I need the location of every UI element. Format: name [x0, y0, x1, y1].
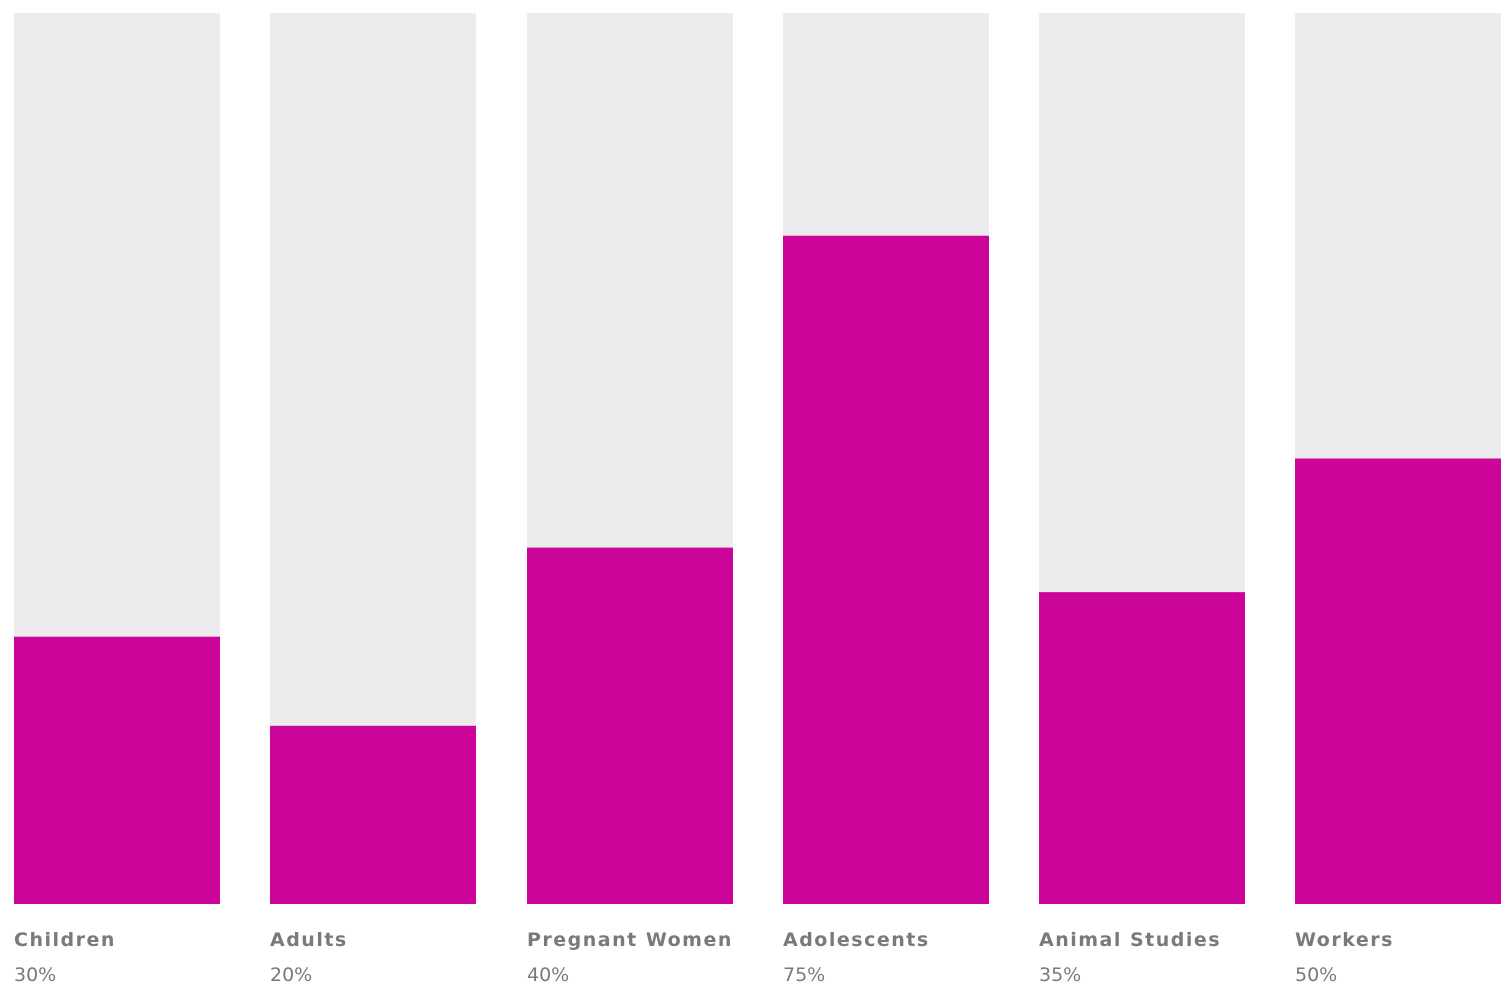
value-label-workers: 50% — [1295, 964, 1337, 986]
bar-adults — [270, 725, 476, 904]
value-label-pregnant-women: 40% — [527, 964, 569, 986]
value-label-children: 30% — [14, 964, 56, 986]
category-label-animal-studies: Animal Studies — [1039, 929, 1221, 951]
value-label-animal-studies: 35% — [1039, 964, 1081, 986]
bar-adolescents — [783, 235, 989, 904]
category-label-workers: Workers — [1295, 929, 1394, 951]
value-label-adults: 20% — [270, 964, 312, 986]
bar-children — [14, 636, 220, 904]
category-label-adults: Adults — [270, 929, 348, 951]
value-label-adolescents: 75% — [783, 964, 825, 986]
category-label-pregnant-women: Pregnant Women — [527, 929, 733, 951]
category-label-children: Children — [14, 929, 116, 951]
bar-pregnant-women — [527, 547, 733, 904]
bar-workers — [1295, 458, 1501, 904]
bar-animal-studies — [1039, 592, 1245, 904]
category-label-adolescents: Adolescents — [783, 929, 930, 951]
